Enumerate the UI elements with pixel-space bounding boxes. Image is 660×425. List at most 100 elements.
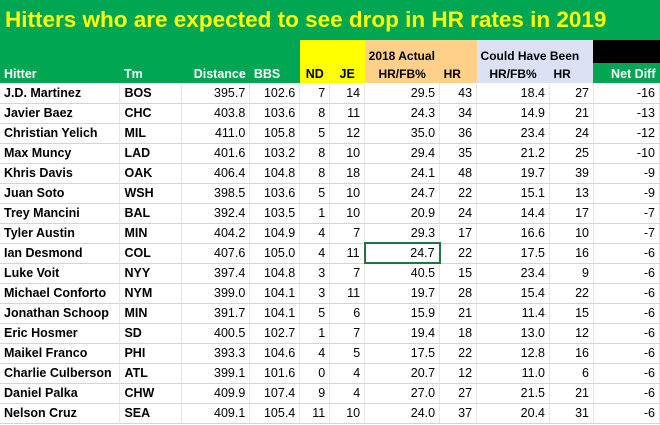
- cell-net-diff[interactable]: -6: [593, 283, 660, 304]
- header-nd[interactable]: ND: [299, 63, 330, 83]
- cell-team[interactable]: MIN: [119, 303, 183, 324]
- cell-bbs[interactable]: 103.2: [249, 143, 301, 164]
- cell-could-hr[interactable]: 17: [549, 203, 594, 224]
- cell-actual-hrfb[interactable]: 24.1: [364, 163, 441, 184]
- cell-bbs[interactable]: 104.8: [249, 163, 301, 184]
- cell-bbs[interactable]: 105.0: [249, 243, 301, 264]
- cell-could-hrfb[interactable]: 16.6: [476, 223, 551, 244]
- cell-could-hr[interactable]: 21: [549, 103, 594, 124]
- cell-je[interactable]: 5: [329, 343, 366, 364]
- cell-distance[interactable]: 397.4: [181, 263, 251, 284]
- cell-team[interactable]: SD: [119, 323, 183, 344]
- cell-je[interactable]: 10: [329, 183, 366, 204]
- cell-could-hrfb[interactable]: 12.8: [476, 343, 551, 364]
- cell-distance[interactable]: 393.3: [181, 343, 251, 364]
- cell-actual-hr[interactable]: 37: [439, 403, 478, 424]
- cell-could-hr[interactable]: 16: [549, 243, 594, 264]
- cell-hitter[interactable]: Christian Yelich: [0, 123, 121, 144]
- header-hitter[interactable]: Hitter: [0, 63, 120, 83]
- cell-distance[interactable]: 400.5: [181, 323, 251, 344]
- cell-hitter[interactable]: Luke Voit: [0, 263, 121, 284]
- cell-je[interactable]: 7: [329, 323, 366, 344]
- cell-hitter[interactable]: Khris Davis: [0, 163, 121, 184]
- cell-actual-hr[interactable]: 22: [439, 243, 478, 264]
- cell-could-hr[interactable]: 13: [549, 183, 594, 204]
- cell-could-hrfb[interactable]: 23.4: [476, 123, 551, 144]
- cell-could-hr[interactable]: 15: [549, 303, 594, 324]
- cell-could-hrfb[interactable]: 13.0: [476, 323, 551, 344]
- cell-bbs[interactable]: 105.8: [249, 123, 301, 144]
- header-could-hrfb[interactable]: HR/FB%: [476, 63, 550, 83]
- cell-actual-hrfb[interactable]: 20.9: [364, 203, 441, 224]
- cell-je[interactable]: 18: [329, 163, 366, 184]
- cell-could-hr[interactable]: 27: [549, 83, 594, 104]
- cell-could-hrfb[interactable]: 11.0: [476, 363, 551, 384]
- cell-distance[interactable]: 398.5: [181, 183, 251, 204]
- cell-actual-hr[interactable]: 36: [439, 123, 478, 144]
- cell-nd[interactable]: 11: [299, 403, 331, 424]
- cell-actual-hrfb[interactable]: 24.7: [364, 183, 441, 204]
- cell-actual-hrfb[interactable]: 19.7: [364, 283, 441, 304]
- cell-net-diff[interactable]: -6: [593, 343, 660, 364]
- cell-actual-hr[interactable]: 15: [439, 263, 478, 284]
- cell-je[interactable]: 14: [329, 83, 366, 104]
- cell-distance[interactable]: 406.4: [181, 163, 251, 184]
- header-actual-hrfb[interactable]: HR/FB%: [364, 63, 440, 83]
- cell-net-diff[interactable]: -6: [593, 383, 660, 404]
- cell-hitter[interactable]: Juan Soto: [0, 183, 121, 204]
- cell-bbs[interactable]: 103.6: [249, 103, 301, 124]
- header-bbs[interactable]: BBS: [249, 63, 300, 83]
- cell-distance[interactable]: 391.7: [181, 303, 251, 324]
- cell-actual-hr[interactable]: 27: [439, 383, 478, 404]
- cell-net-diff[interactable]: -6: [593, 303, 660, 324]
- cell-could-hr[interactable]: 21: [549, 383, 594, 404]
- cell-could-hr[interactable]: 22: [549, 283, 594, 304]
- cell-net-diff[interactable]: -16: [593, 83, 660, 104]
- cell-team[interactable]: BOS: [119, 83, 183, 104]
- cell-bbs[interactable]: 103.5: [249, 203, 301, 224]
- cell-nd[interactable]: 5: [299, 183, 331, 204]
- cell-team[interactable]: WSH: [119, 183, 183, 204]
- cell-nd[interactable]: 8: [299, 143, 331, 164]
- cell-hitter[interactable]: Charlie Culberson: [0, 363, 121, 384]
- cell-team[interactable]: LAD: [119, 143, 183, 164]
- cell-nd[interactable]: 8: [299, 103, 331, 124]
- cell-team[interactable]: CHC: [119, 103, 183, 124]
- cell-distance[interactable]: 411.0: [181, 123, 251, 144]
- cell-could-hr[interactable]: 16: [549, 343, 594, 364]
- cell-hitter[interactable]: Trey Mancini: [0, 203, 121, 224]
- cell-team[interactable]: BAL: [119, 203, 183, 224]
- cell-actual-hr[interactable]: 17: [439, 223, 478, 244]
- cell-actual-hrfb[interactable]: 35.0: [364, 123, 441, 144]
- cell-distance[interactable]: 399.0: [181, 283, 251, 304]
- cell-distance[interactable]: 403.8: [181, 103, 251, 124]
- cell-bbs[interactable]: 107.4: [249, 383, 301, 404]
- cell-hitter[interactable]: Nelson Cruz: [0, 403, 121, 424]
- cell-distance[interactable]: 409.9: [181, 383, 251, 404]
- cell-actual-hrfb[interactable]: 15.9: [364, 303, 441, 324]
- cell-actual-hr[interactable]: 18: [439, 323, 478, 344]
- cell-hitter[interactable]: Max Muncy: [0, 143, 121, 164]
- cell-could-hrfb[interactable]: 21.2: [476, 143, 551, 164]
- cell-je[interactable]: 12: [329, 123, 366, 144]
- cell-team[interactable]: COL: [119, 243, 183, 264]
- cell-team[interactable]: OAK: [119, 163, 183, 184]
- cell-nd[interactable]: 9: [299, 383, 331, 404]
- cell-net-diff[interactable]: -6: [593, 403, 660, 424]
- cell-net-diff[interactable]: -6: [593, 263, 660, 284]
- cell-actual-hr[interactable]: 35: [439, 143, 478, 164]
- cell-team[interactable]: PHI: [119, 343, 183, 364]
- cell-actual-hr[interactable]: 21: [439, 303, 478, 324]
- cell-distance[interactable]: 399.1: [181, 363, 251, 384]
- header-je[interactable]: JE: [329, 63, 365, 83]
- cell-nd[interactable]: 3: [299, 283, 331, 304]
- header-could-have-been[interactable]: Could Have Been: [476, 40, 594, 63]
- cell-nd[interactable]: 1: [299, 323, 331, 344]
- cell-bbs[interactable]: 104.9: [249, 223, 301, 244]
- cell-could-hr[interactable]: 10: [549, 223, 594, 244]
- cell-could-hrfb[interactable]: 15.1: [476, 183, 551, 204]
- cell-distance[interactable]: 409.1: [181, 403, 251, 424]
- cell-hitter[interactable]: J.D. Martinez: [0, 83, 121, 104]
- cell-bbs[interactable]: 104.1: [249, 303, 301, 324]
- cell-hitter[interactable]: Michael Conforto: [0, 283, 121, 304]
